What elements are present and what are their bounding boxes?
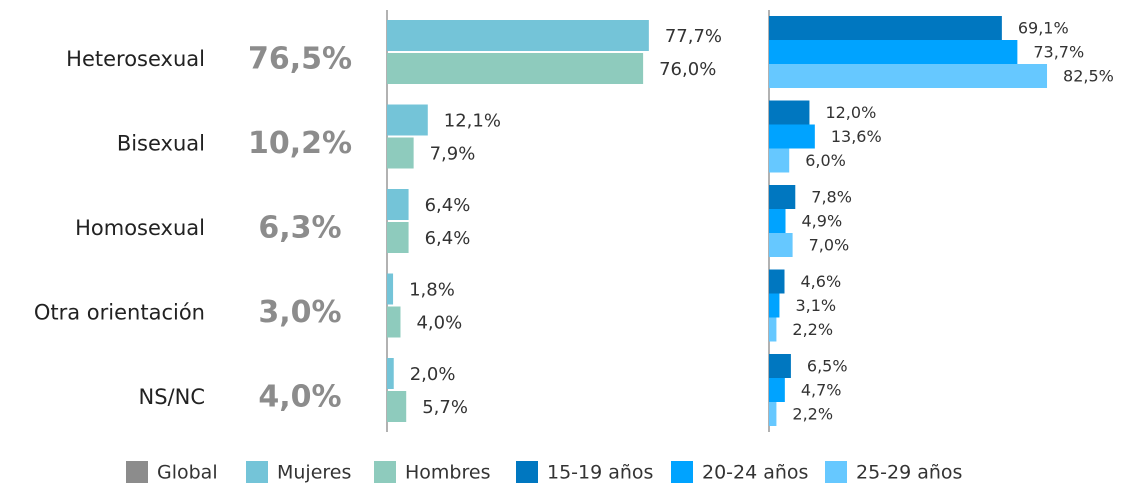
legend-label: Global	[157, 462, 218, 484]
category-label: Homosexual	[75, 216, 205, 240]
value-label: 12,1%	[444, 111, 501, 132]
legend-swatch	[516, 461, 538, 483]
legend-label: Mujeres	[277, 462, 351, 484]
bar	[769, 100, 810, 125]
value-label: 6,4%	[425, 228, 471, 249]
legend-swatch	[825, 461, 847, 483]
value-label: 4,9%	[802, 212, 843, 231]
category-label: Bisexual	[117, 132, 205, 156]
legend-label: Hombres	[405, 462, 490, 484]
bar	[769, 269, 785, 294]
category-label: Otra orientación	[34, 301, 205, 325]
value-label: 7,0%	[809, 236, 850, 255]
legend-swatch	[374, 461, 396, 483]
global-value: 6,3%	[258, 211, 341, 246]
category-label: Heterosexual	[66, 47, 205, 71]
bar	[769, 402, 777, 426]
bar	[769, 378, 785, 402]
legend-label: 15-19 años	[547, 462, 653, 484]
value-label: 7,8%	[811, 188, 852, 207]
global-value: 76,5%	[248, 42, 352, 77]
bar	[387, 222, 409, 253]
bar	[769, 40, 1018, 64]
bar	[387, 53, 644, 84]
bar	[769, 64, 1048, 88]
value-label: 6,5%	[807, 357, 848, 376]
global-value: 3,0%	[258, 295, 341, 330]
bar	[387, 137, 414, 169]
bar	[769, 209, 786, 233]
value-label: 6,4%	[425, 195, 471, 216]
bar	[387, 273, 394, 305]
value-label: 76,0%	[659, 59, 716, 80]
category-label: NS/NC	[139, 385, 206, 409]
value-label: 4,7%	[801, 381, 842, 400]
bar	[769, 124, 815, 149]
value-label: 6,0%	[805, 151, 846, 170]
bar	[387, 189, 409, 220]
value-label: 5,7%	[422, 397, 468, 418]
legend-swatch	[126, 461, 148, 483]
legend-label: 25-29 años	[856, 462, 962, 484]
value-label: 13,6%	[831, 127, 882, 146]
value-label: 82,5%	[1063, 67, 1114, 86]
bar	[769, 185, 796, 209]
global-value: 4,0%	[258, 380, 341, 415]
legend-swatch	[246, 461, 268, 483]
bar	[387, 391, 407, 422]
value-label: 3,1%	[795, 296, 836, 315]
value-label: 7,9%	[430, 144, 476, 165]
bar	[769, 293, 780, 318]
value-label: 12,0%	[825, 103, 876, 122]
value-label: 1,8%	[409, 280, 455, 301]
value-label: 2,2%	[792, 320, 833, 339]
value-label: 2,0%	[410, 364, 456, 385]
value-label: 2,2%	[792, 405, 833, 424]
global-value: 10,2%	[248, 126, 352, 161]
legend-swatch	[671, 461, 693, 483]
value-label: 77,7%	[665, 26, 722, 47]
value-label: 4,6%	[801, 272, 842, 291]
bar	[769, 16, 1002, 40]
value-label: 4,0%	[416, 313, 462, 334]
bar	[387, 306, 401, 338]
bar	[769, 317, 777, 342]
bar	[387, 358, 394, 389]
bar	[387, 20, 649, 51]
bar	[387, 104, 428, 136]
bar	[769, 148, 790, 173]
legend-label: 20-24 años	[702, 462, 808, 484]
bar	[769, 354, 791, 378]
value-label: 69,1%	[1018, 19, 1069, 38]
bar	[769, 233, 793, 257]
value-label: 73,7%	[1033, 43, 1084, 62]
